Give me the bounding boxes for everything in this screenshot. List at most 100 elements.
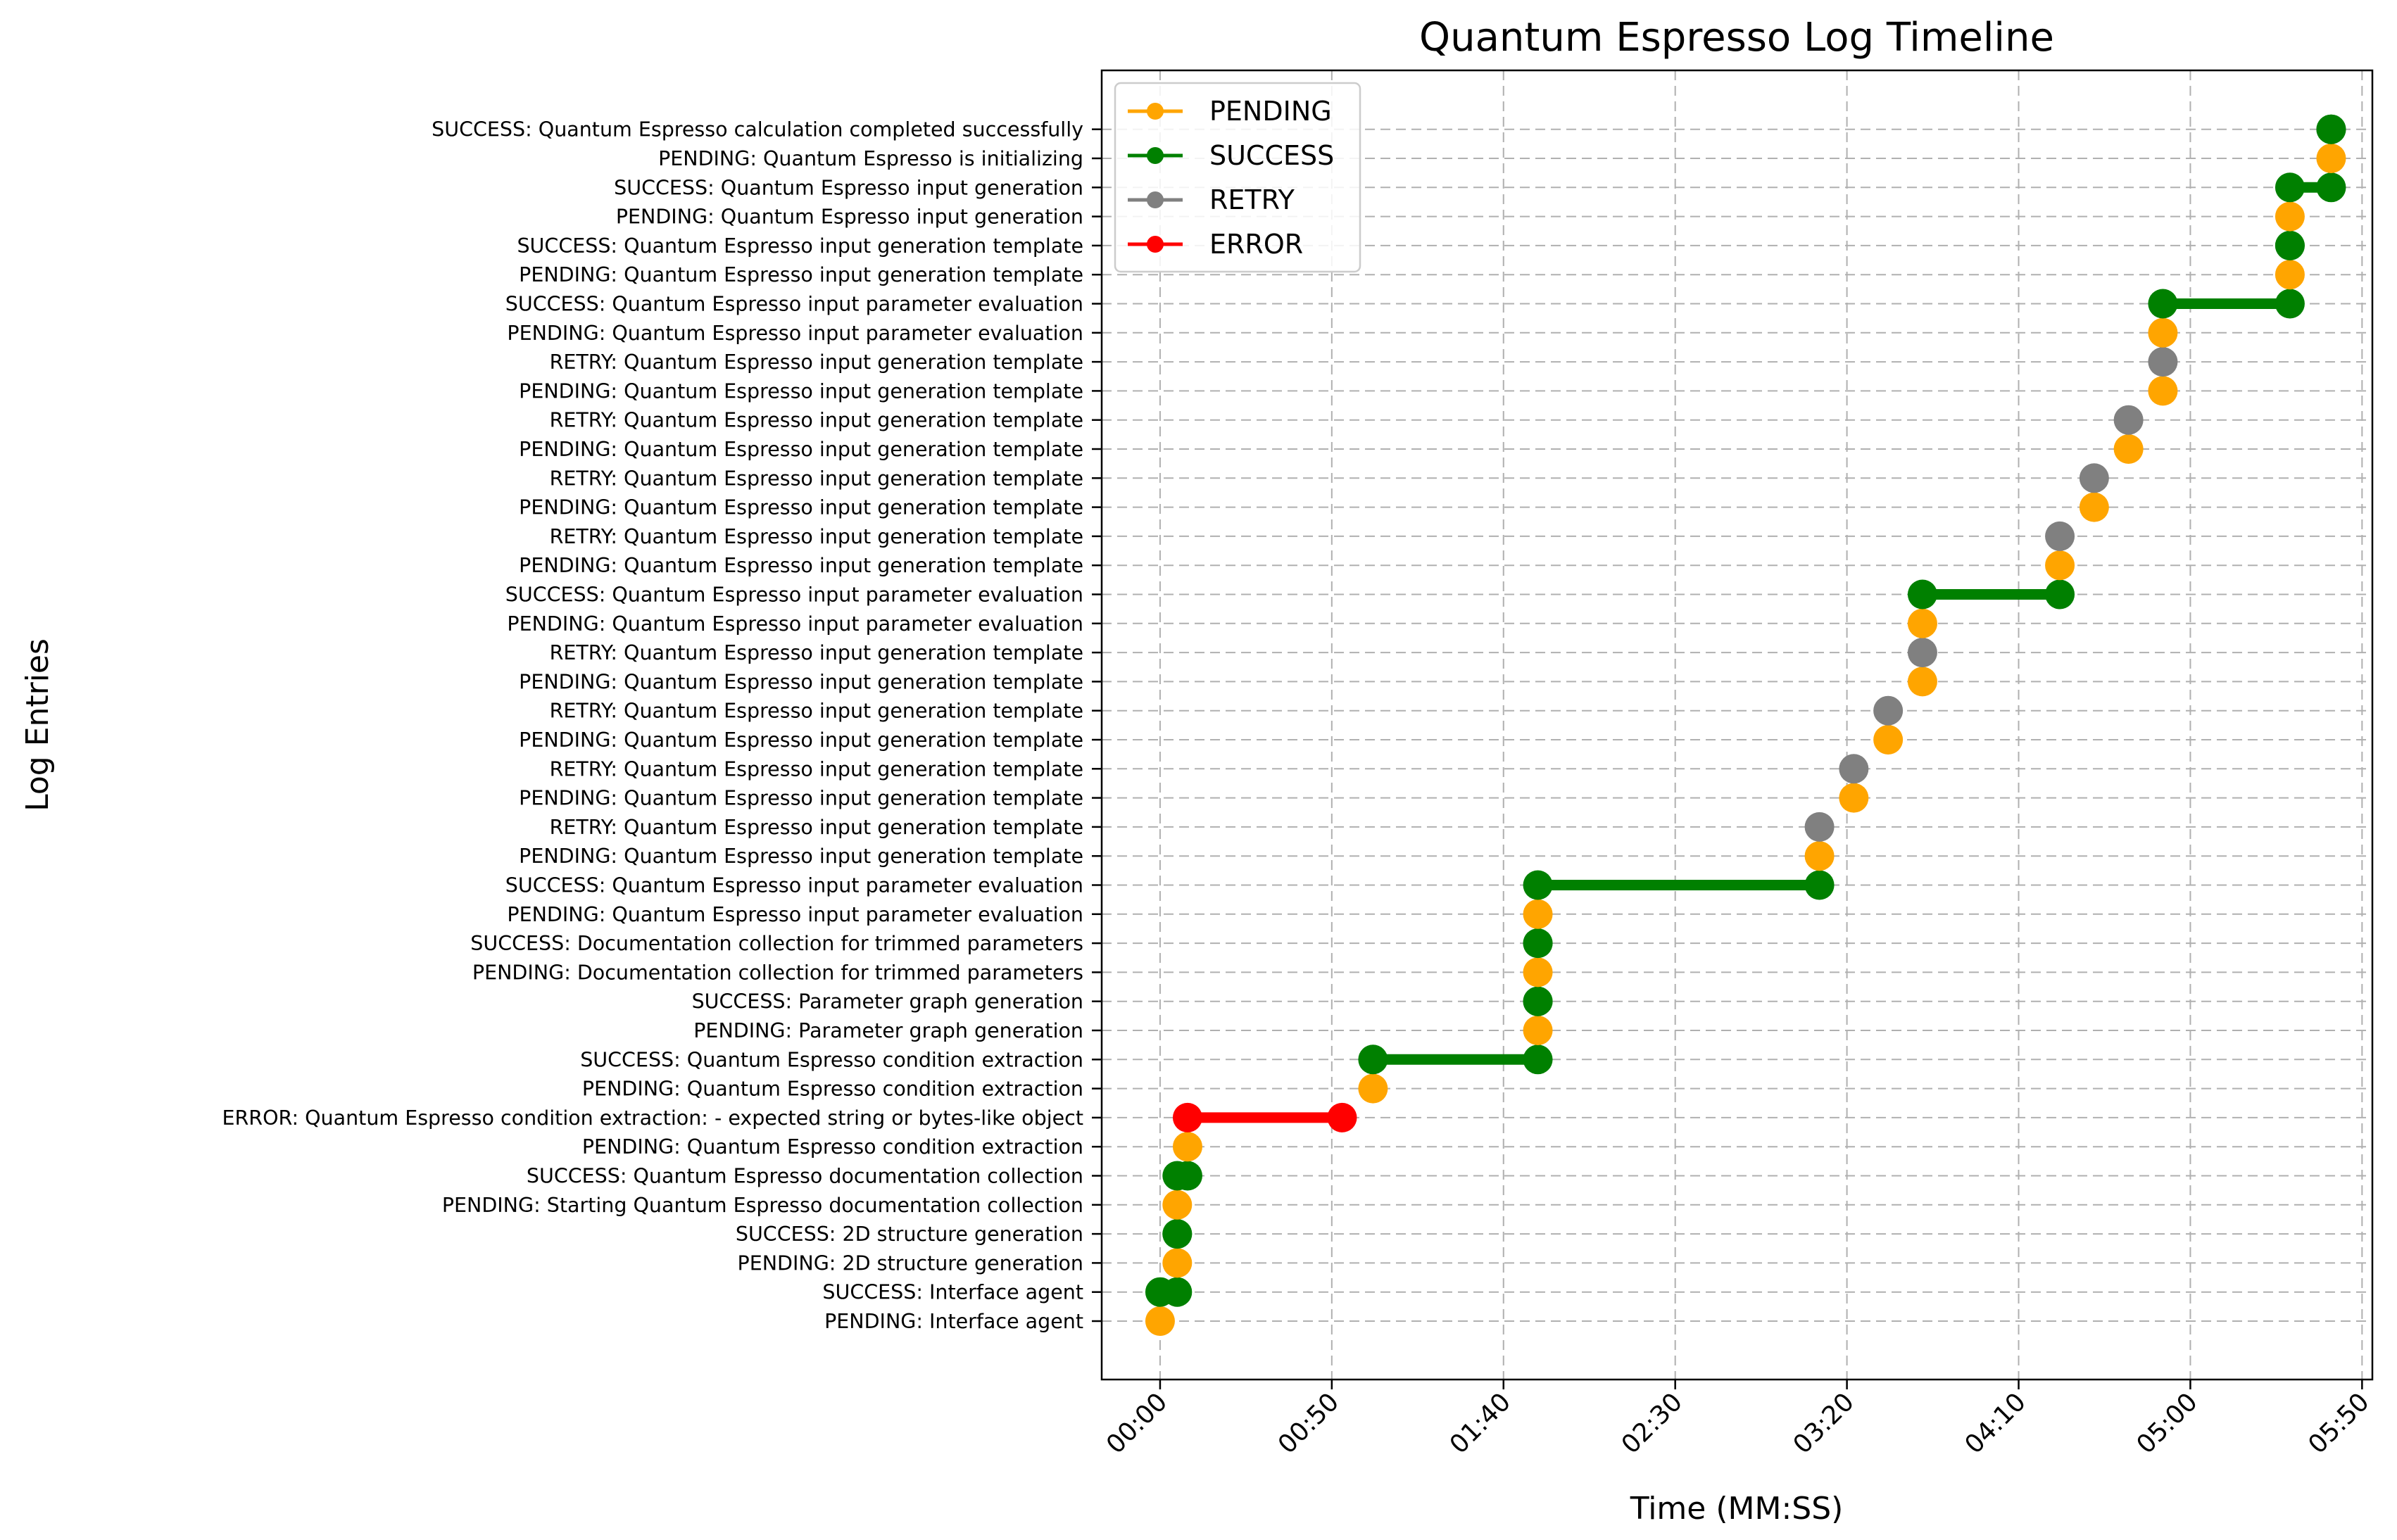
entry-point	[2113, 405, 2144, 435]
y-tick-label: PENDING: Interface agent	[824, 1310, 1083, 1333]
y-tick-label: PENDING: Quantum Espresso input generati…	[519, 787, 1083, 810]
y-tick-label: PENDING: Parameter graph generation	[693, 1019, 1083, 1042]
entry-point	[1145, 1306, 1175, 1336]
entry-point	[1804, 870, 1835, 900]
entry-point	[1172, 1102, 1202, 1132]
y-tick-label: SUCCESS: Parameter graph generation	[692, 990, 1083, 1014]
y-tick-label: RETRY: Quantum Espresso input generation…	[550, 351, 1083, 374]
entry-point	[1523, 899, 1553, 929]
y-tick-label: PENDING: Quantum Espresso input generati…	[519, 379, 1083, 403]
plot-frame	[1100, 69, 2374, 1381]
entry-point	[1873, 725, 1904, 755]
entry-point	[1162, 1248, 1193, 1278]
entry-point	[1523, 986, 1553, 1016]
y-tick-label: PENDING: Starting Quantum Espresso docum…	[442, 1194, 1083, 1217]
y-tick-label: PENDING: Quantum Espresso input generati…	[519, 728, 1083, 752]
entry-point	[1172, 1132, 1202, 1162]
entry-point	[2275, 201, 2305, 232]
y-tick-label: RETRY: Quantum Espresso input generation…	[550, 757, 1083, 781]
y-tick-label: PENDING: Quantum Espresso input generati…	[519, 670, 1083, 693]
grid-lines	[1102, 70, 2372, 1380]
y-tick-label: PENDING: Quantum Espresso is initializin…	[658, 147, 1083, 170]
x-tick-label: 01:40	[1445, 1387, 1516, 1459]
entry-point	[1804, 841, 1835, 871]
y-tick-label: RETRY: Quantum Espresso input generation…	[550, 467, 1083, 490]
entry-point	[1172, 1161, 1202, 1191]
y-tick-label: SUCCESS: Quantum Espresso condition extr…	[580, 1048, 1083, 1071]
x-tick-label: 03:20	[1788, 1387, 1860, 1459]
entry-point	[2275, 260, 2305, 290]
y-tick-label: PENDING: 2D structure generation	[738, 1251, 1083, 1275]
entry-point	[1162, 1277, 1193, 1307]
x-tick-label: 05:50	[2303, 1387, 2374, 1459]
y-tick-label: ERROR: Quantum Espresso condition extrac…	[222, 1106, 1083, 1130]
entry-point	[1523, 1016, 1553, 1045]
y-tick-label: SUCCESS: Quantum Espresso documentation …	[527, 1165, 1083, 1188]
axis-ticks: 00:00 00:50 01:40 02:30 03:20 04:10 05:00 05:50…	[222, 118, 2374, 1460]
entry-point	[2148, 347, 2178, 377]
y-tick-label: SUCCESS: Documentation collection for tr…	[470, 932, 1083, 955]
x-tick-label: 04:10	[1960, 1387, 2032, 1459]
y-tick-label: PENDING: Quantum Espresso input paramete…	[507, 903, 1083, 926]
entry-point	[1839, 783, 1869, 813]
entry-point	[1804, 812, 1835, 842]
entry-point	[1907, 579, 1937, 610]
y-tick-label: PENDING: Quantum Espresso input paramete…	[507, 612, 1083, 636]
legend-marker	[1147, 103, 1164, 120]
entry-point	[2316, 114, 2346, 144]
y-tick-label: PENDING: Quantum Espresso input generati…	[519, 438, 1083, 461]
y-tick-label: SUCCESS: Quantum Espresso input paramete…	[505, 874, 1083, 897]
y-tick-label: RETRY: Quantum Espresso input generation…	[550, 409, 1083, 432]
y-tick-label: PENDING: Quantum Espresso input generati…	[519, 845, 1083, 868]
y-tick-label: PENDING: Quantum Espresso input paramete…	[507, 322, 1083, 345]
series-marks	[1145, 114, 2346, 1336]
entry-point	[1358, 1073, 1388, 1104]
y-tick-label: SUCCESS: Quantum Espresso input paramete…	[505, 293, 1083, 316]
x-tick-label: 00:00	[1101, 1387, 1173, 1459]
entry-point	[2316, 144, 2346, 173]
y-axis-label: Log Entries	[20, 638, 56, 812]
entry-point	[2079, 492, 2109, 522]
y-tick-label: SUCCESS: Quantum Espresso input generati…	[517, 234, 1083, 258]
entry-point	[1907, 667, 1937, 697]
y-tick-label: PENDING: Quantum Espresso input generati…	[519, 263, 1083, 286]
legend-marker	[1147, 236, 1164, 253]
entry-point	[1523, 928, 1553, 959]
y-tick-label: RETRY: Quantum Espresso input generation…	[550, 641, 1083, 664]
y-tick-label: PENDING: Quantum Espresso input generati…	[519, 554, 1083, 577]
y-tick-label: SUCCESS: Interface agent	[822, 1281, 1083, 1304]
x-tick-label: 02:30	[1616, 1387, 1688, 1459]
entry-point	[1523, 957, 1553, 987]
entry-point	[2079, 463, 2109, 493]
entry-point	[1358, 1044, 1388, 1075]
y-tick-label: SUCCESS: 2D structure generation	[736, 1223, 1083, 1246]
legend-marker	[1147, 147, 1164, 164]
entry-point	[2275, 230, 2305, 260]
chart-title: Quantum Espresso Log Timeline	[1419, 15, 2054, 61]
y-tick-label: PENDING: Quantum Espresso condition extr…	[582, 1078, 1083, 1101]
entry-point	[1327, 1102, 1357, 1132]
legend-marker	[1147, 191, 1164, 208]
entry-point	[2148, 317, 2178, 348]
legend: PENDING SUCCESS RETRY ERROR	[1114, 82, 1361, 273]
entry-point	[1523, 1044, 1553, 1075]
x-tick-label: 05:00	[2131, 1387, 2203, 1459]
y-tick-label: RETRY: Quantum Espresso input generation…	[550, 700, 1083, 723]
legend-label: PENDING	[1209, 96, 1332, 127]
y-tick-label: PENDING: Quantum Espresso condition extr…	[582, 1135, 1083, 1159]
y-tick-label: SUCCESS: Quantum Espresso calculation co…	[432, 118, 1083, 141]
legend-label: RETRY	[1209, 184, 1295, 215]
y-tick-label: RETRY: Quantum Espresso input generation…	[550, 816, 1083, 839]
x-axis-label: Time (MM:SS)	[1630, 1491, 1844, 1527]
entry-point	[1907, 608, 1937, 638]
entry-point	[1523, 870, 1553, 900]
x-tick-label: 00:50	[1273, 1387, 1345, 1459]
entry-point	[1873, 695, 1904, 726]
entry-point	[2148, 376, 2178, 406]
entry-point	[2045, 550, 2075, 581]
entry-point	[1839, 754, 1869, 784]
entry-point	[2316, 172, 2346, 203]
entry-point	[2275, 172, 2305, 203]
legend-label: ERROR	[1209, 229, 1303, 260]
entry-point	[1907, 638, 1937, 668]
